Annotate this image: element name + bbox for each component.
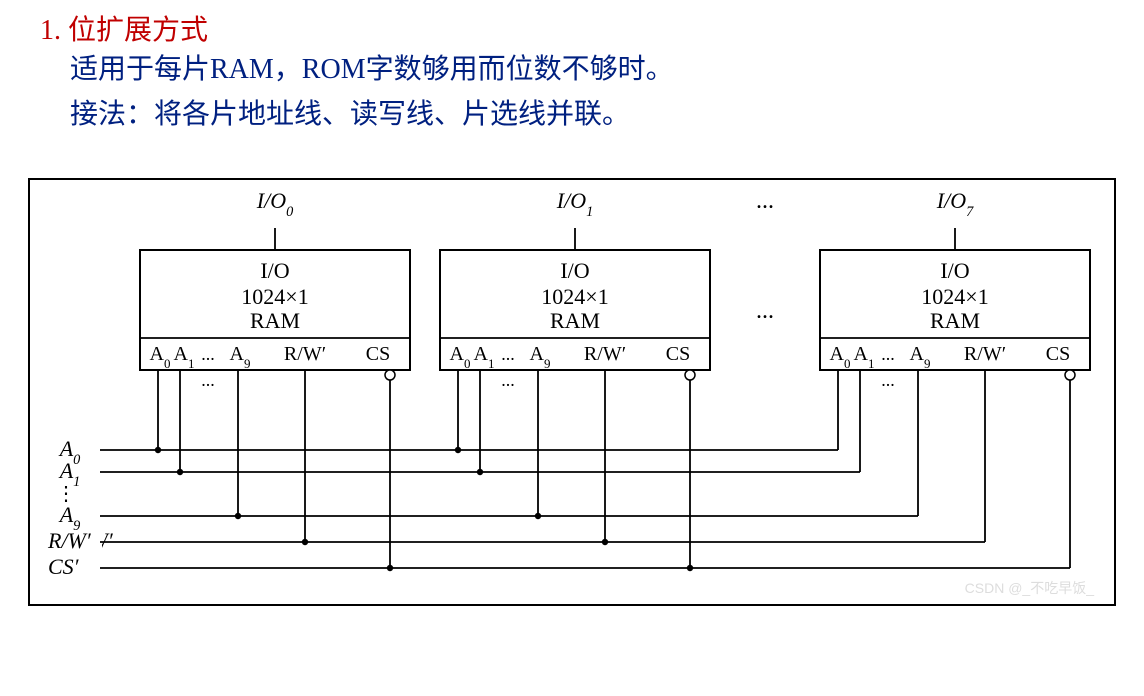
- svg-text:RAM: RAM: [930, 308, 980, 333]
- svg-text:CS: CS: [366, 343, 390, 365]
- svg-text:RAM: RAM: [250, 308, 300, 333]
- svg-text:...: ...: [201, 344, 215, 364]
- svg-text:R/W′: R/W′: [284, 343, 326, 365]
- svg-text:A1: A1: [854, 343, 875, 371]
- svg-text:CS: CS: [666, 343, 690, 365]
- desc-line-1: 适用于每片RAM，ROM字数够用而位数不够时。: [70, 48, 1104, 93]
- svg-text:A0: A0: [450, 343, 471, 371]
- svg-text:RAM: RAM: [550, 308, 600, 333]
- desc-line-2: 接法：将各片地址线、读写线、片选线并联。: [70, 93, 1104, 138]
- svg-text:...: ...: [756, 188, 774, 214]
- svg-text:CS′: CS′: [48, 554, 80, 579]
- svg-text:A0: A0: [150, 343, 171, 371]
- svg-text:I/O: I/O: [260, 258, 289, 283]
- svg-text:1024×1: 1024×1: [541, 284, 608, 309]
- svg-text:R/W′: R/W′: [964, 343, 1006, 365]
- svg-text:...: ...: [201, 370, 215, 390]
- svg-text:I/O0: I/O0: [256, 188, 293, 220]
- svg-text:A1: A1: [174, 343, 195, 371]
- svg-text:I/O7: I/O7: [936, 188, 974, 220]
- svg-text:I/O1: I/O1: [556, 188, 593, 220]
- svg-text:I/O: I/O: [940, 258, 969, 283]
- svg-text:R/W′: R/W′: [584, 343, 626, 365]
- svg-text:A9: A9: [910, 343, 931, 371]
- svg-text:...: ...: [881, 370, 895, 390]
- svg-text:CS: CS: [1046, 343, 1070, 365]
- svg-text:I/O: I/O: [560, 258, 589, 283]
- svg-text:...: ...: [501, 344, 515, 364]
- svg-text:1024×1: 1024×1: [241, 284, 308, 309]
- section-title: 位扩展方式: [68, 15, 208, 46]
- svg-text:A0: A0: [830, 343, 851, 371]
- svg-text:...: ...: [501, 370, 515, 390]
- watermark: CSDN @_不吃早饭_: [965, 578, 1094, 598]
- svg-text:A9: A9: [530, 343, 551, 371]
- svg-text:A9: A9: [230, 343, 251, 371]
- svg-text:A1: A1: [474, 343, 495, 371]
- svg-text:...: ...: [756, 298, 774, 324]
- circuit-diagram: I/O0I/O1024×1RAMA0A1...A9R/W′CS...I/O1I/…: [28, 178, 1116, 606]
- svg-text:R/W′: R/W′: [47, 528, 92, 553]
- svg-text:1024×1: 1024×1: [921, 284, 988, 309]
- svg-text:...: ...: [881, 344, 895, 364]
- section-number: 1.: [40, 15, 61, 46]
